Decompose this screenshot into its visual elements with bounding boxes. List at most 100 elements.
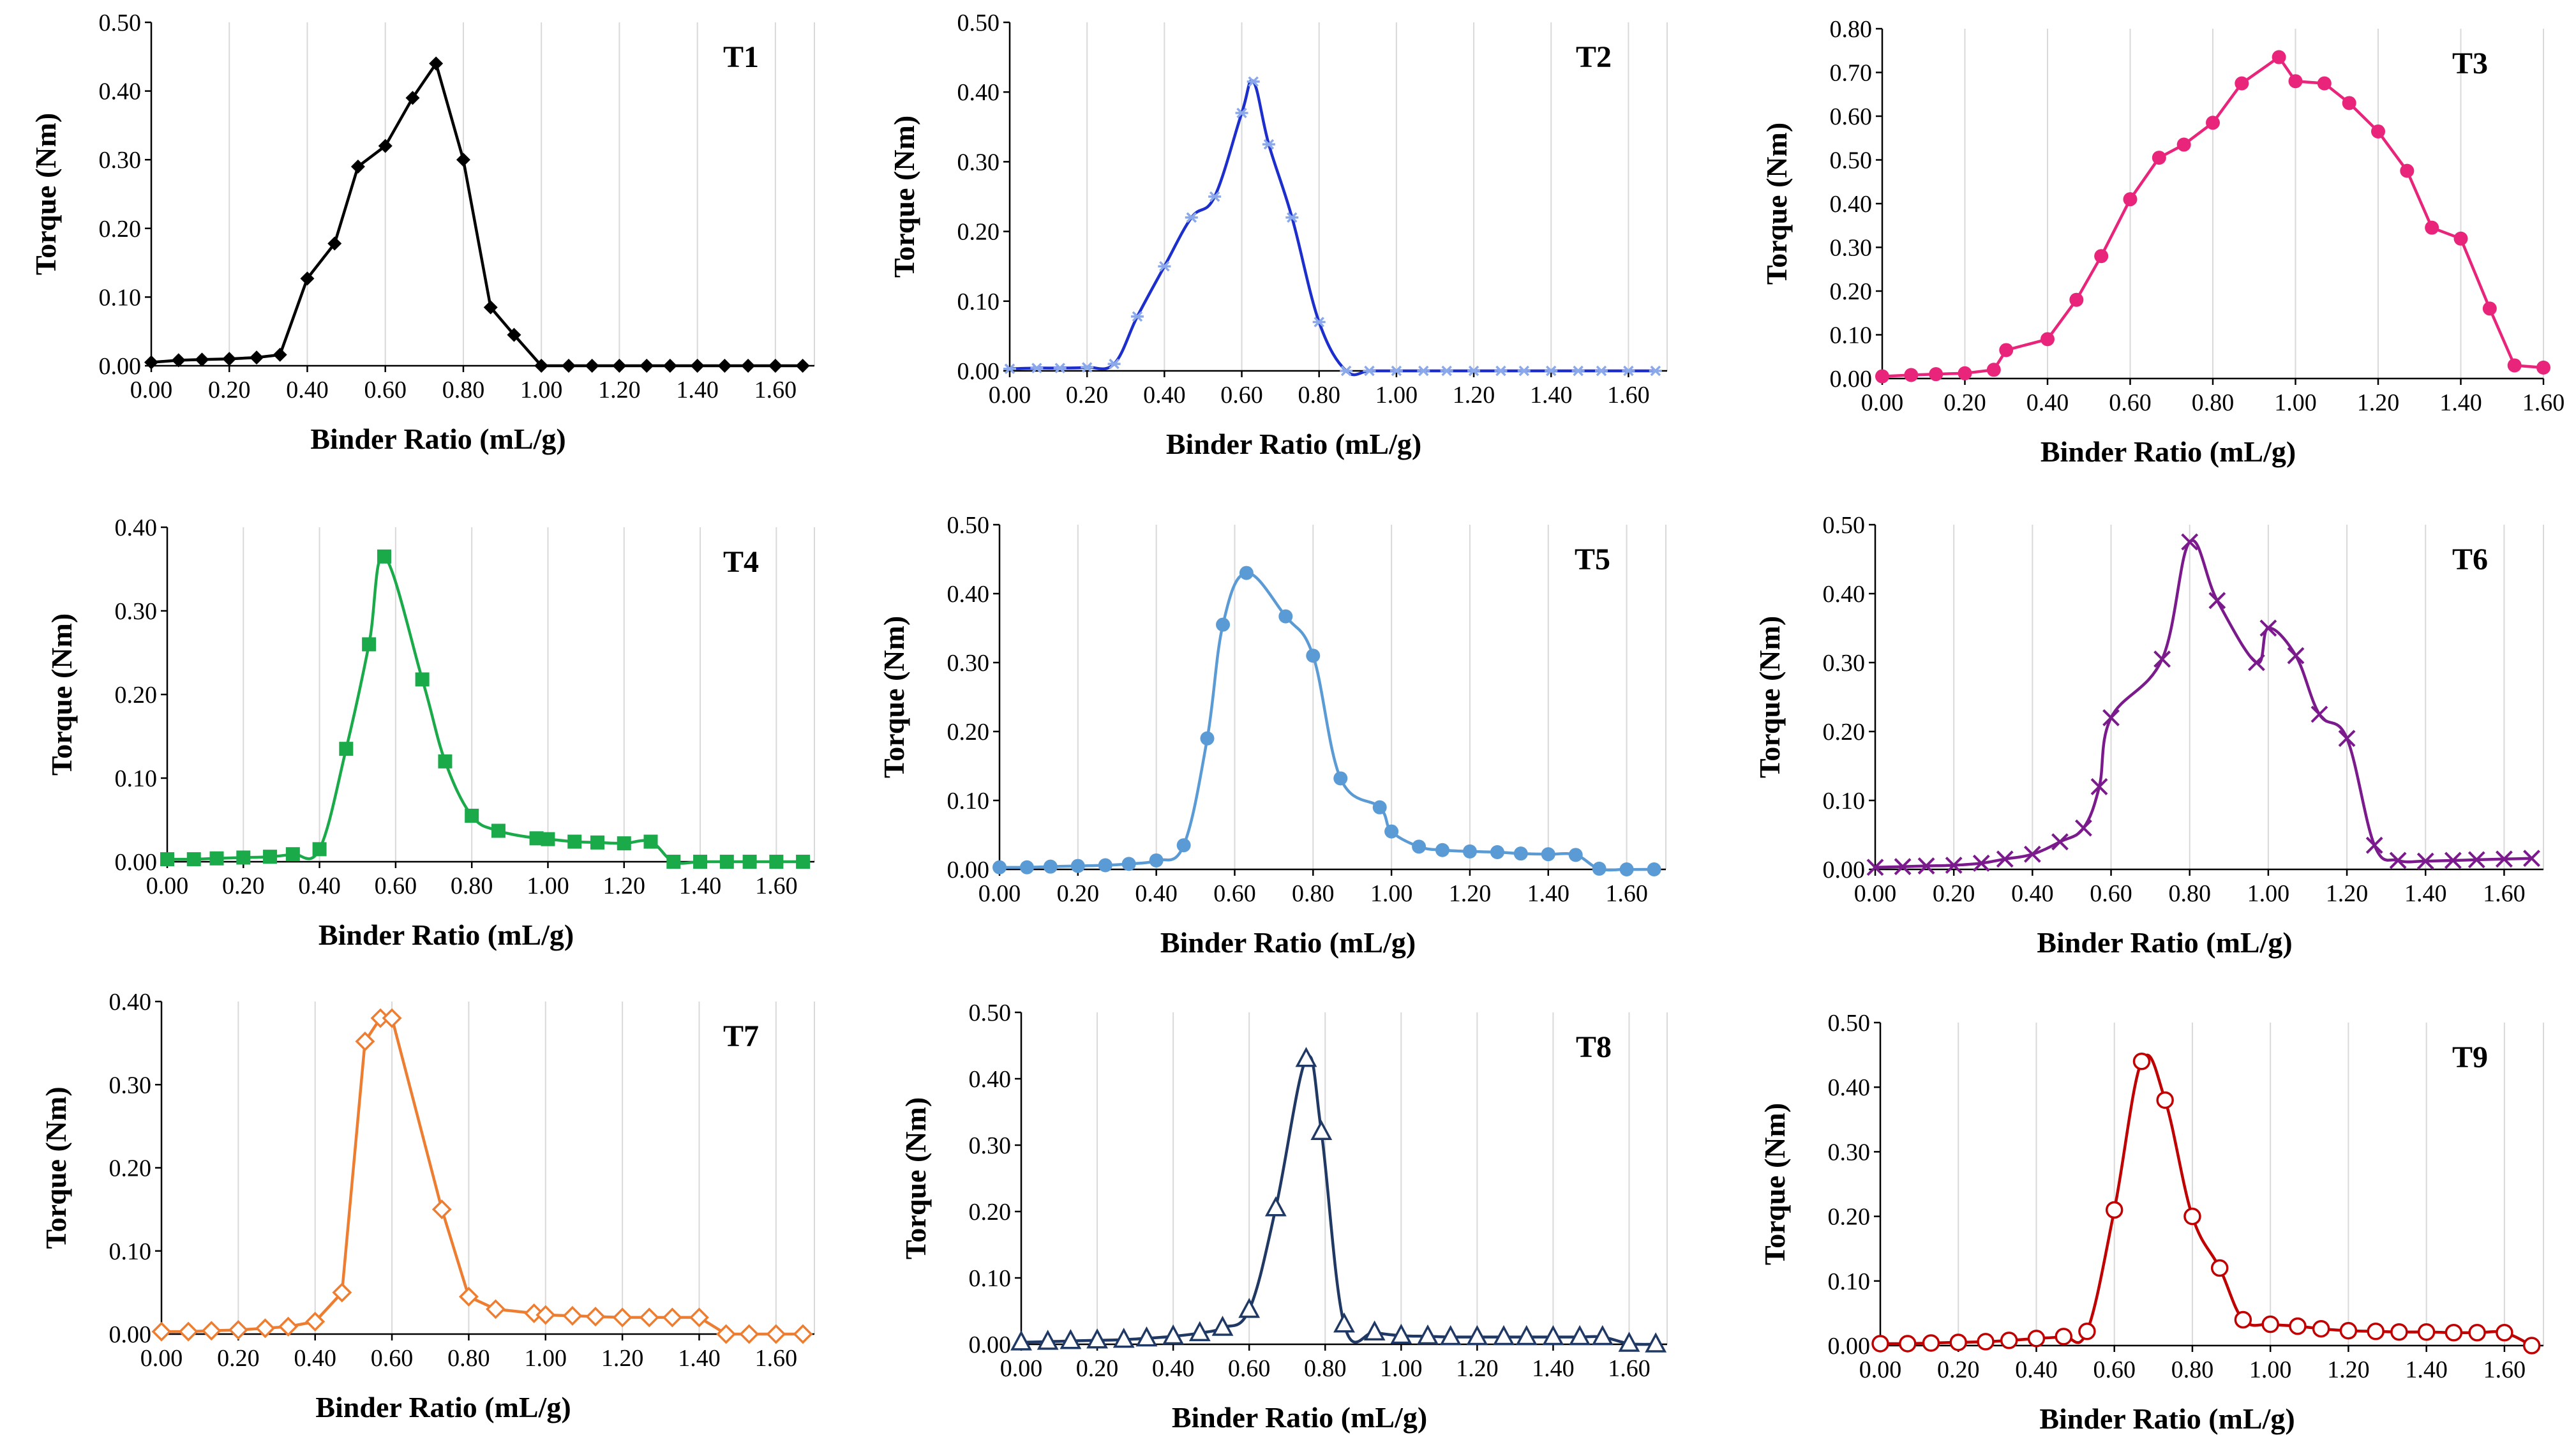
- data-point: [250, 350, 264, 365]
- panel-label: T8: [1576, 1030, 1612, 1064]
- y-tick-label: 0.00: [969, 1332, 1012, 1358]
- y-tick-label: 0.40: [99, 79, 142, 105]
- chart-panel-t1: 0.00 0.10 0.20 0.30 0.40 0.50 0.00 0.20 0.40 0.60…: [29, 10, 815, 455]
- data-point: [1972, 854, 1990, 872]
- x-tick-label: 1.60: [1607, 382, 1650, 409]
- data-point: [617, 836, 631, 851]
- data-point: [2261, 1315, 2279, 1333]
- data-point: [1390, 1323, 1412, 1344]
- data-point: [300, 271, 315, 286]
- x-tick-label: 1.60: [2522, 389, 2565, 416]
- data-point: [1107, 358, 1121, 370]
- data-point: [1619, 862, 1634, 876]
- data-point: [612, 359, 627, 373]
- data-point: [1060, 1329, 1082, 1349]
- data-point: [2105, 1201, 2123, 1219]
- data-point: [2339, 1321, 2358, 1340]
- chart-panel-t2: 0.00 0.10 0.20 0.30 0.40 0.50 0.00 0.20 0.40 0.60…: [888, 10, 1668, 460]
- data-point: [2389, 852, 2407, 869]
- y-tick-label: 0.00: [1830, 366, 1873, 393]
- data-point: [355, 1032, 375, 1051]
- data-point: [590, 835, 605, 850]
- x-tick-label: 0.40: [294, 1345, 336, 1372]
- series-line: [151, 62, 803, 368]
- series-markers: [1003, 76, 1662, 377]
- data-point: [2234, 1310, 2252, 1329]
- data-point: [1200, 731, 1215, 746]
- data-point: [1439, 1325, 1462, 1346]
- data-point: [562, 1305, 583, 1326]
- x-tick-label: 1.40: [679, 873, 722, 899]
- data-point: [285, 847, 300, 862]
- y-tick-label: 0.60: [1830, 103, 1873, 130]
- data-point: [1188, 1321, 1211, 1342]
- panel-label: T6: [2452, 543, 2488, 576]
- chart-panel-t3: 0.00 0.10 0.20 0.30 0.40 0.50 0.60 0.70 0.80 0.00…: [1760, 16, 2565, 468]
- data-point: [1306, 649, 1321, 663]
- x-tick-label: 0.20: [217, 1345, 260, 1372]
- data-point: [1899, 1335, 1917, 1353]
- panel-label: T3: [2452, 47, 2488, 80]
- x-tick-label: 1.00: [1375, 382, 1418, 409]
- data-point: [1003, 363, 1016, 374]
- data-point: [1592, 861, 1606, 876]
- data-point: [1490, 845, 1504, 859]
- data-point: [405, 91, 420, 105]
- y-axis-title: Torque (Nm): [899, 1097, 932, 1259]
- x-tick-label: 1.00: [2247, 880, 2290, 907]
- y-tick-label: 0.00: [947, 857, 990, 883]
- data-point: [1904, 368, 1919, 382]
- data-point: [766, 1324, 786, 1344]
- data-point: [1310, 1120, 1333, 1140]
- y-tick-label: 0.50: [947, 512, 990, 539]
- chart-panel-t5: 0.00 0.10 0.20 0.30 0.40 0.50 0.00 0.20 0.40 0.60…: [878, 512, 1666, 959]
- data-point: [2365, 836, 2383, 854]
- y-tick-label: 0.50: [1830, 147, 1873, 174]
- data-point: [236, 850, 251, 865]
- x-tick-label: 1.20: [601, 1345, 644, 1372]
- x-tick-label: 1.40: [678, 1345, 721, 1372]
- data-point: [491, 823, 505, 838]
- gridlines: [167, 527, 815, 862]
- x-tick-label: 0.00: [978, 880, 1021, 907]
- data-point: [690, 359, 705, 373]
- data-point: [377, 549, 391, 564]
- data-point: [1875, 369, 1889, 384]
- data-point: [795, 359, 810, 373]
- data-point: [263, 850, 278, 864]
- data-point: [2312, 1319, 2330, 1338]
- data-point: [2453, 231, 2468, 246]
- x-tick-label: 0.20: [1076, 1355, 1119, 1382]
- y-tick-label: 0.10: [947, 788, 990, 814]
- data-point: [362, 637, 377, 652]
- series-line: [167, 555, 804, 865]
- data-point: [2416, 852, 2434, 870]
- data-point: [2445, 1324, 2463, 1342]
- data-point: [1569, 1325, 1591, 1346]
- data-point: [382, 1008, 402, 1028]
- y-tick-label: 0.40: [1828, 1074, 1871, 1101]
- data-point: [255, 1318, 275, 1339]
- series-line: [999, 571, 1654, 872]
- data-point: [507, 327, 521, 342]
- data-point: [2235, 76, 2249, 91]
- data-point: [144, 355, 158, 370]
- data-point: [1216, 617, 1231, 632]
- data-point: [1238, 1298, 1261, 1318]
- y-tick-label: 0.00: [109, 1321, 152, 1348]
- y-tick-label: 0.00: [957, 358, 1000, 385]
- x-tick-label: 1.20: [2357, 389, 2400, 416]
- gridlines: [1875, 525, 2544, 869]
- data-point: [1247, 76, 1260, 87]
- data-point: [2417, 1323, 2436, 1341]
- data-point: [2176, 137, 2191, 152]
- x-tick-label: 0.40: [1143, 382, 1186, 409]
- x-tick-label: 0.60: [1220, 382, 1263, 409]
- y-tick-label: 0.30: [1828, 1139, 1871, 1166]
- data-point: [2468, 1324, 2486, 1342]
- data-point: [769, 855, 784, 869]
- data-point: [2000, 1332, 2018, 1349]
- data-point: [2507, 358, 2522, 373]
- data-point: [1647, 862, 1661, 876]
- data-point: [2078, 1322, 2096, 1340]
